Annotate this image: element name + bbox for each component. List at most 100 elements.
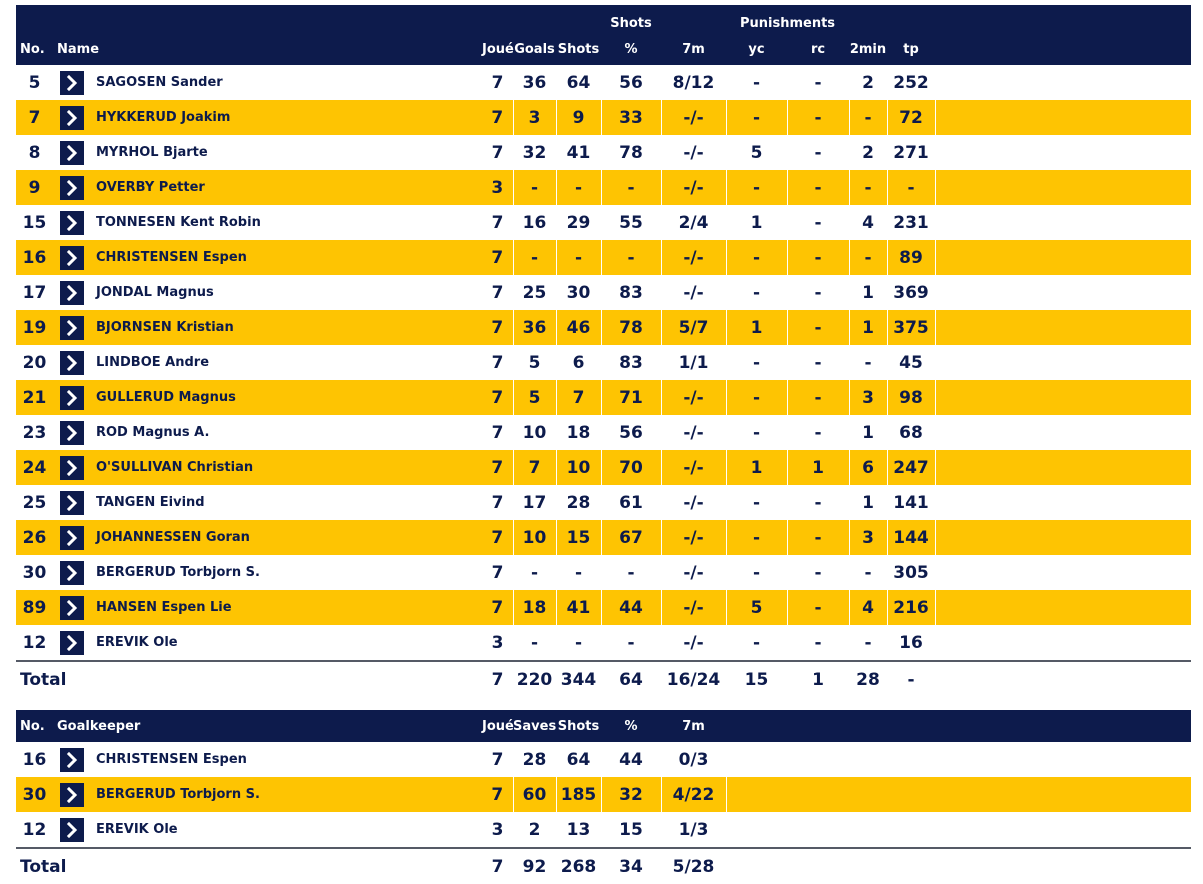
player-number: 24 — [16, 450, 53, 485]
player-2min: 1 — [862, 282, 874, 303]
player-7m: 2/4 — [678, 212, 709, 233]
chevron-right-icon — [66, 179, 77, 196]
gk-header-no[interactable]: No. — [16, 710, 53, 742]
player-name[interactable]: BJORNSEN Kristian — [90, 310, 482, 345]
header-name[interactable]: Name — [53, 33, 482, 65]
chevron-right-icon — [66, 529, 77, 546]
details-cell — [53, 275, 90, 310]
player-7m: -/- — [683, 562, 704, 583]
row-filler — [935, 170, 1191, 205]
player-name[interactable]: CHRISTENSEN Espen — [90, 240, 482, 275]
player-details-button[interactable] — [59, 747, 84, 772]
player-details-button[interactable] — [59, 350, 84, 375]
player-details-button[interactable] — [59, 490, 84, 515]
players-body: 5 SAGOSEN Sander 7 36 64 56 8/12- -2 252 7 HYKKERU… — [16, 65, 1191, 661]
player-details-button[interactable] — [59, 70, 84, 95]
player-yc: 1 — [726, 450, 788, 485]
player-joue: 7 — [482, 590, 514, 625]
player-joue: 7 — [491, 562, 504, 583]
player-name[interactable]: SAGOSEN Sander — [96, 75, 223, 90]
player-details-button[interactable] — [59, 630, 84, 655]
gk-total-label: Total — [16, 847, 483, 884]
gk-header-shots[interactable]: Shots — [556, 710, 602, 742]
player-details-button[interactable] — [59, 525, 84, 550]
player-details-button[interactable] — [59, 315, 84, 340]
player-details-button[interactable] — [59, 245, 84, 270]
player-name[interactable]: HYKKERUD Joakim — [90, 100, 482, 135]
player-name[interactable]: EREVIK Ole — [96, 635, 178, 650]
player-name[interactable]: GULLERUD Magnus — [90, 380, 482, 415]
row-filler — [849, 812, 887, 848]
player-name[interactable]: LINDBOE Andre — [96, 355, 210, 370]
player-details-button[interactable] — [59, 455, 84, 480]
player-details-button[interactable] — [59, 595, 84, 620]
player-name[interactable]: HANSEN Espen Lie — [90, 590, 482, 625]
player-7m: 8/12 — [672, 72, 715, 93]
player-details-button[interactable] — [59, 385, 84, 410]
header-tp[interactable]: tp — [887, 33, 935, 65]
player-2min: - — [849, 240, 888, 275]
chevron-right-icon — [66, 564, 77, 581]
row-filler — [849, 742, 887, 777]
player-goals: 32 — [522, 142, 547, 163]
player-name[interactable]: ROD Magnus A. — [96, 425, 210, 440]
player-row: 9 OVERBY Petter 3- - - -/- - - - - — [16, 170, 1191, 205]
player-7m: -/- — [683, 142, 704, 163]
header-joue[interactable]: Joué — [482, 33, 514, 65]
header-goals[interactable]: Goals — [513, 33, 556, 65]
player-name[interactable]: O'SULLIVAN Christian — [90, 450, 482, 485]
gk-header-name[interactable]: Goalkeeper — [53, 710, 483, 742]
details-cell — [53, 485, 90, 520]
row-filler — [935, 777, 1192, 812]
player-name[interactable]: OVERBY Petter — [90, 170, 482, 205]
header-7m[interactable]: 7m — [661, 33, 726, 65]
player-joue: 7 — [482, 310, 514, 345]
player-details-button[interactable] — [59, 782, 84, 807]
player-details-button[interactable] — [59, 420, 84, 445]
player-name[interactable]: BERGERUD Torbjorn S. — [96, 565, 260, 580]
player-details-button[interactable] — [59, 105, 84, 130]
player-shots: - — [556, 170, 602, 205]
goalkeepers-header-row: No. Goalkeeper Joué Saves Shots % 7m — [16, 710, 1192, 742]
goalkeeper-name[interactable]: EREVIK Ole — [96, 822, 178, 837]
player-2min: 4 — [849, 590, 888, 625]
gk-header-joue[interactable]: Joué — [482, 710, 514, 742]
total-rc: 1 — [787, 660, 849, 697]
player-details-button[interactable] — [59, 560, 84, 585]
player-yc: 5 — [750, 142, 763, 163]
header-rc[interactable]: rc — [787, 33, 849, 65]
header-2min[interactable]: 2min — [849, 33, 887, 65]
goalkeeper-name[interactable]: CHRISTENSEN Espen — [96, 752, 247, 767]
player-pct: 56 — [619, 422, 643, 443]
player-pct: 55 — [619, 212, 643, 233]
player-name[interactable]: JOHANNESSEN Goran — [90, 520, 482, 555]
player-row: 7 HYKKERUD Joakim 7 3 9 33 -/- - - -72 — [16, 100, 1191, 135]
player-pct: 71 — [601, 380, 662, 415]
player-details-button[interactable] — [59, 817, 84, 842]
player-tp: 89 — [887, 240, 936, 275]
player-details-button[interactable] — [59, 140, 84, 165]
player-name[interactable]: TANGEN Eivind — [96, 495, 205, 510]
player-details-button[interactable] — [59, 175, 84, 200]
player-details-button[interactable] — [59, 210, 84, 235]
player-2min: 1 — [849, 310, 888, 345]
player-7m: -/- — [683, 492, 704, 513]
player-7m: -/- — [683, 632, 704, 653]
player-row: 30 BERGERUD Torbjorn S. 7- - - -/- - - -305 — [16, 555, 1191, 590]
total-tp: - — [887, 660, 935, 697]
player-details-button[interactable] — [59, 280, 84, 305]
player-name[interactable]: JONDAL Magnus — [96, 285, 214, 300]
player-joue: 7 — [482, 450, 514, 485]
player-7m: -/- — [683, 422, 704, 443]
gk-header-pct[interactable]: % — [601, 710, 662, 742]
player-name[interactable]: TONNESEN Kent Robin — [96, 215, 261, 230]
header-yc[interactable]: yc — [726, 33, 787, 65]
header-no[interactable]: No. — [16, 33, 53, 65]
goalkeeper-name[interactable]: BERGERUD Torbjorn S. — [90, 777, 483, 812]
row-filler — [935, 100, 1191, 135]
player-name[interactable]: MYRHOL Bjarte — [96, 145, 208, 160]
gk-header-7m[interactable]: 7m — [661, 710, 727, 742]
header-shots[interactable]: Shots — [556, 33, 601, 65]
header-pct[interactable]: % — [601, 33, 661, 65]
gk-header-saves[interactable]: Saves — [513, 710, 556, 742]
